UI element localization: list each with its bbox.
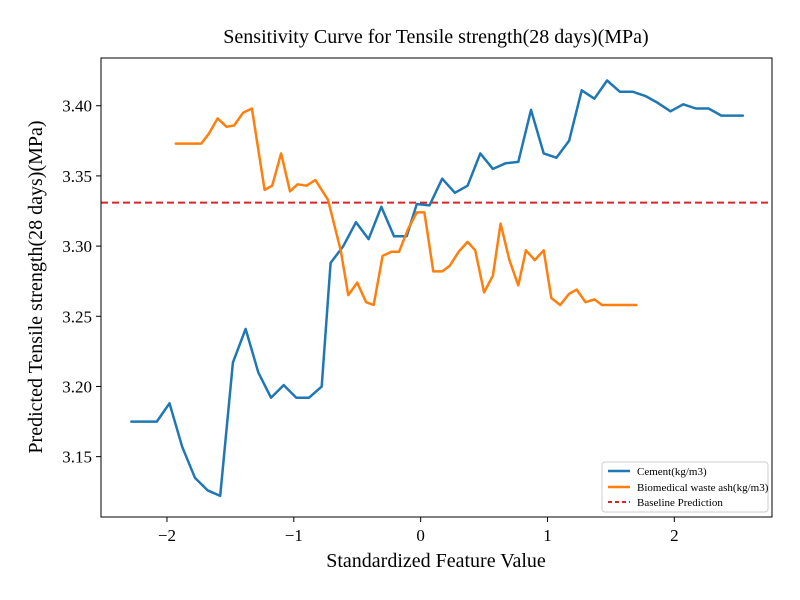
series-line-1 xyxy=(174,107,638,307)
x-tick-label: −1 xyxy=(285,526,303,545)
y-tick-label: 3.40 xyxy=(62,97,92,116)
legend-box xyxy=(601,461,769,513)
legend: Cement(kg/m3) Biomedical waste ash(kg/m3… xyxy=(601,461,769,513)
x-tick-label: 2 xyxy=(670,526,679,545)
series-layer xyxy=(130,79,745,498)
x-tick-label: 0 xyxy=(416,526,425,545)
y-tick-label: 3.20 xyxy=(62,377,92,396)
x-axis-ticks: −2 −1 0 1 2 xyxy=(158,517,679,545)
legend-cement-label: Cement(kg/m3) xyxy=(637,466,707,478)
plot-area xyxy=(100,57,773,518)
plot-frame xyxy=(100,57,773,518)
y-axis-label: Predicted Tensile strength(28 days)(MPa) xyxy=(25,120,47,453)
y-tick-label: 3.25 xyxy=(62,307,92,326)
y-axis-ticks: 3.15 3.20 3.25 3.30 3.35 3.40 xyxy=(62,97,101,467)
x-axis-label: Standardized Feature Value xyxy=(326,550,546,572)
y-tick-label: 3.35 xyxy=(62,167,92,186)
y-tick-label: 3.30 xyxy=(62,237,92,256)
series-line-0 xyxy=(130,79,745,498)
legend-baseline-label: Baseline Prediction xyxy=(637,497,723,509)
chart-title: Sensitivity Curve for Tensile strength(2… xyxy=(223,26,648,48)
x-tick-label: 1 xyxy=(543,526,552,545)
x-tick-label: −2 xyxy=(158,526,176,545)
y-tick-label: 3.15 xyxy=(62,448,92,467)
legend-ash-label: Biomedical waste ash(kg/m3) xyxy=(637,482,769,494)
